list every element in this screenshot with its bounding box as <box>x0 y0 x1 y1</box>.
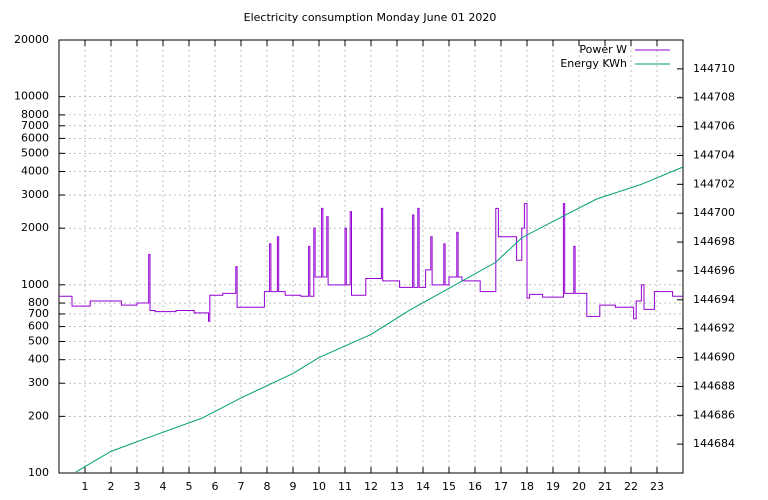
y2-tick-label: 144706 <box>693 120 735 133</box>
y2-tick-label: 144686 <box>693 408 735 421</box>
x-tick-label: 17 <box>494 480 508 493</box>
x-tick-label: 21 <box>598 480 612 493</box>
y2-tick-label: 144698 <box>693 235 735 248</box>
series-line <box>75 166 684 473</box>
y2-tick-label: 144684 <box>693 437 735 450</box>
y-tick-label: 1000 <box>21 278 49 291</box>
x-tick-label: 22 <box>624 480 638 493</box>
y-tick-label: 10000 <box>14 90 49 103</box>
x-tick-label: 7 <box>238 480 245 493</box>
y2-tick-label: 144704 <box>693 148 735 161</box>
y2-tick-label: 144690 <box>693 351 735 364</box>
x-tick-label: 15 <box>442 480 456 493</box>
y-tick-label: 8000 <box>21 108 49 121</box>
y-tick-label: 800 <box>28 296 49 309</box>
plot-frame <box>58 39 684 474</box>
y-tick-label: 5000 <box>21 146 49 159</box>
x-tick-label: 6 <box>212 480 219 493</box>
x-tick-label: 11 <box>338 480 352 493</box>
x-tick-label: 14 <box>416 480 430 493</box>
legend-label: Energy KWh <box>560 57 627 70</box>
y2-tick-label: 144688 <box>693 379 735 392</box>
x-tick-label: 12 <box>364 480 378 493</box>
y2-tick-label: 144710 <box>693 62 735 75</box>
x-tick-label: 18 <box>520 480 534 493</box>
y2-tick-label: 144696 <box>693 264 735 277</box>
x-tick-label: 10 <box>312 480 326 493</box>
x-tick-label: 4 <box>160 480 167 493</box>
x-tick-label: 5 <box>186 480 193 493</box>
series-line <box>59 203 683 322</box>
y2-tick-label: 144692 <box>693 322 735 335</box>
y-tick-label: 700 <box>28 307 49 320</box>
y-tick-label: 3000 <box>21 188 49 201</box>
y-tick-label: 200 <box>28 409 49 422</box>
y-tick-label: 300 <box>28 376 49 389</box>
chart-title: Electricity consumption Monday June 01 2… <box>244 11 497 24</box>
x-tick-label: 16 <box>468 480 482 493</box>
y2-tick-label: 144708 <box>693 91 735 104</box>
y-tick-label: 600 <box>28 320 49 333</box>
y-tick-label: 20000 <box>14 33 49 46</box>
x-tick-label: 13 <box>390 480 404 493</box>
y2-tick-label: 144700 <box>693 206 735 219</box>
y2-tick-label: 144694 <box>693 293 735 306</box>
x-tick-label: 20 <box>572 480 586 493</box>
y2-tick-label: 144702 <box>693 177 735 190</box>
y-tick-label: 100 <box>28 466 49 479</box>
y-tick-label: 500 <box>28 334 49 347</box>
x-tick-label: 23 <box>650 480 664 493</box>
x-tick-label: 2 <box>108 480 115 493</box>
x-tick-label: 9 <box>290 480 297 493</box>
x-tick-label: 8 <box>264 480 271 493</box>
x-tick-label: 1 <box>82 480 89 493</box>
y-tick-label: 400 <box>28 353 49 366</box>
legend-label: Power W <box>579 43 627 56</box>
y-tick-label: 2000 <box>21 221 49 234</box>
y-tick-label: 4000 <box>21 165 49 178</box>
y-tick-label: 6000 <box>21 131 49 144</box>
x-tick-label: 3 <box>134 480 141 493</box>
y-tick-label: 7000 <box>21 119 49 132</box>
x-tick-label: 19 <box>546 480 560 493</box>
